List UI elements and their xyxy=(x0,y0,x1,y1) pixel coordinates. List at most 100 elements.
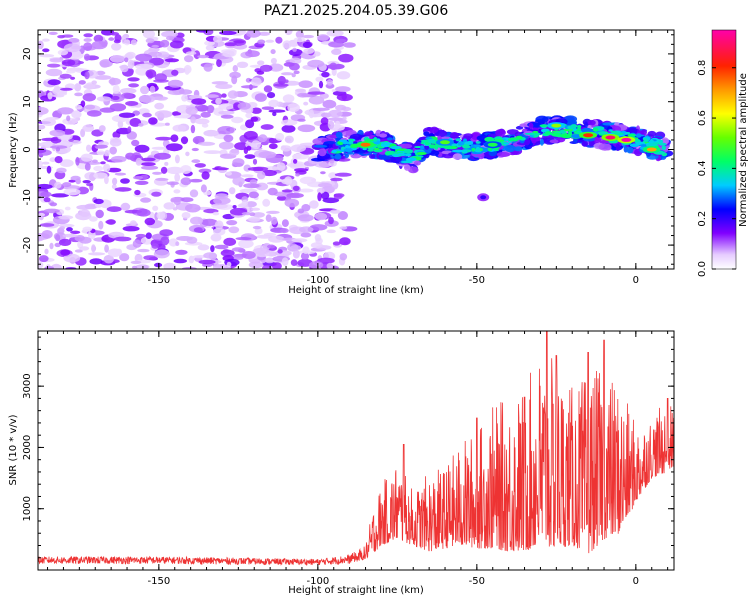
noise-cell xyxy=(203,252,218,259)
noise-cell xyxy=(197,244,210,251)
noise-cell xyxy=(290,259,298,266)
noise-cell xyxy=(135,233,147,239)
noise-cell xyxy=(91,244,96,253)
signal-cell xyxy=(384,142,393,145)
noise-cell xyxy=(247,167,264,171)
noise-cell xyxy=(214,220,224,230)
noise-cell xyxy=(220,114,234,119)
colorbar-tick-label: 0.8 xyxy=(697,60,708,76)
noise-cell xyxy=(238,239,254,249)
noise-cell xyxy=(248,191,259,199)
noise-cell xyxy=(143,255,158,261)
signal-cell xyxy=(347,151,354,155)
noise-cell xyxy=(185,106,198,115)
noise-cell xyxy=(205,94,219,98)
signal-cell xyxy=(464,141,472,145)
signal-cell xyxy=(335,131,343,139)
noise-cell xyxy=(165,122,170,126)
noise-cell xyxy=(256,70,265,75)
noise-cell xyxy=(257,39,266,45)
signal-cell xyxy=(473,144,481,148)
noise-cell xyxy=(153,249,170,259)
noise-cell xyxy=(212,211,220,216)
noise-cell xyxy=(70,76,76,80)
signal-cell xyxy=(386,137,393,141)
noise-cell xyxy=(266,92,276,99)
signal-cell xyxy=(463,133,474,140)
noise-cell xyxy=(237,102,251,110)
noise-cell xyxy=(295,88,306,93)
x-tick-label: -50 xyxy=(469,275,485,286)
signal-cell xyxy=(404,153,412,157)
noise-cell xyxy=(342,116,347,121)
noise-cell xyxy=(298,188,314,193)
noise-cell xyxy=(276,162,286,171)
noise-cell xyxy=(292,153,310,160)
noise-cell xyxy=(293,37,306,43)
noise-cell xyxy=(257,171,266,180)
noise-cell xyxy=(201,218,218,226)
y-tick-label: 0 xyxy=(22,146,33,152)
signal-cell xyxy=(480,195,487,200)
noise-cell xyxy=(110,32,119,36)
noise-cell xyxy=(89,258,103,265)
signal-cell xyxy=(429,126,439,133)
figure-title: PAZ1.2025.204.05.39.G06 xyxy=(264,3,449,19)
noise-cell xyxy=(308,95,325,105)
noise-cell xyxy=(326,229,336,234)
noise-cell xyxy=(241,199,249,206)
noise-cell xyxy=(144,217,156,226)
signal-cell xyxy=(528,122,534,129)
signal-cell xyxy=(587,119,596,126)
noise-cell xyxy=(130,260,142,265)
x-tick-label: -150 xyxy=(147,576,170,587)
noise-cell xyxy=(284,135,294,144)
noise-cell xyxy=(160,236,170,246)
noise-cell xyxy=(295,173,300,177)
noise-cell xyxy=(38,40,44,50)
noise-cell xyxy=(263,232,276,237)
noise-cell xyxy=(138,123,144,127)
noise-cell xyxy=(226,220,238,226)
noise-cell xyxy=(224,42,237,47)
signal-cell xyxy=(428,133,435,137)
signal-cell xyxy=(549,139,559,144)
noise-cell xyxy=(277,75,286,85)
noise-cell xyxy=(274,250,292,257)
noise-cell xyxy=(223,134,234,143)
noise-cell xyxy=(134,180,149,185)
noise-cell xyxy=(175,249,188,255)
noise-cell xyxy=(105,219,116,225)
noise-cell xyxy=(42,48,50,53)
noise-cell xyxy=(338,53,354,63)
noise-cell xyxy=(246,30,261,38)
noise-cell xyxy=(315,76,324,83)
noise-cell xyxy=(243,183,260,189)
noise-cell xyxy=(84,104,96,110)
noise-cell xyxy=(70,230,81,234)
noise-cell xyxy=(131,265,138,269)
noise-cell xyxy=(154,262,163,268)
noise-cell xyxy=(55,146,61,152)
noise-cell xyxy=(185,51,197,56)
noise-cell xyxy=(91,40,108,50)
y-tick-label: 3000 xyxy=(22,373,33,398)
noise-cell xyxy=(163,202,175,210)
noise-cell xyxy=(335,38,347,43)
noise-cell xyxy=(173,199,181,206)
signal-cell xyxy=(413,160,421,166)
noise-cell xyxy=(218,141,234,150)
noise-cell xyxy=(297,124,316,133)
noise-cell xyxy=(297,214,314,222)
noise-cell xyxy=(215,97,222,105)
noise-cell xyxy=(120,64,129,73)
noise-cell xyxy=(181,94,188,102)
noise-cell xyxy=(76,204,93,210)
noise-cell xyxy=(196,30,209,33)
noise-cell xyxy=(109,55,125,63)
noise-cell xyxy=(281,219,289,228)
signal-cell xyxy=(324,141,337,144)
noise-cell xyxy=(290,144,306,153)
snr-series xyxy=(38,331,674,566)
signal-cell xyxy=(400,160,413,164)
